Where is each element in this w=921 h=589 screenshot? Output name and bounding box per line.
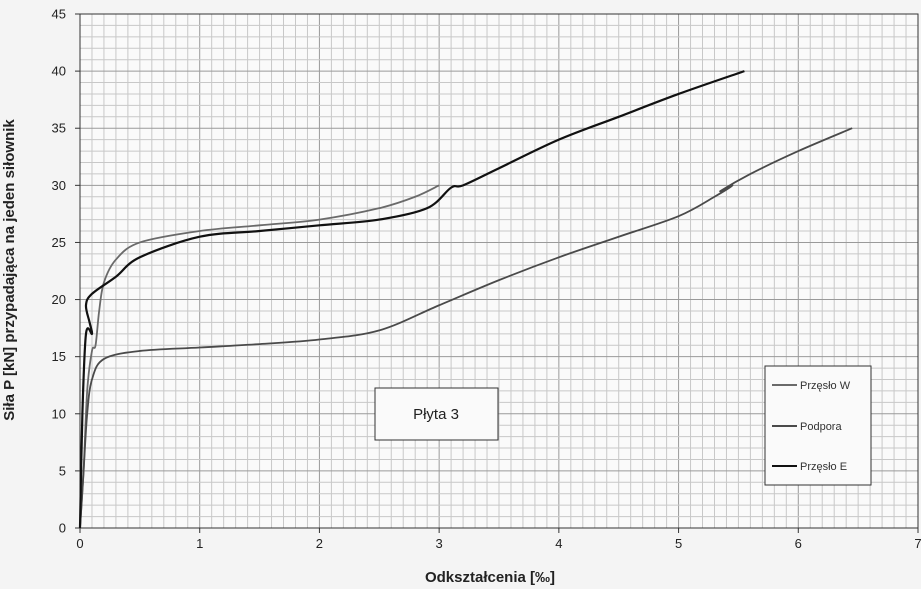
annotation-frame: [374, 387, 499, 441]
legend-label-przeslo-e: Przęsło E: [800, 461, 847, 473]
annotation-label: Płyta 3: [413, 406, 459, 423]
x-tick-label: 7: [914, 536, 921, 551]
series-line-podpora: [79, 127, 853, 529]
y-tick-label: 30: [52, 178, 66, 193]
series-line-prz-s-o-e: [78, 70, 745, 529]
x-tick-label: 4: [555, 536, 562, 551]
legend-label-podpora: Podpora: [800, 421, 842, 433]
y-axis-title: Siła P [kN] przypadająca na jeden siłown…: [1, 119, 18, 421]
legend-label-przeslo-w: Przęsło W: [800, 380, 851, 392]
x-tick-label: 3: [436, 536, 443, 551]
series: [78, 70, 853, 529]
y-tick-label: 25: [52, 235, 66, 250]
y-tick-label: 35: [52, 121, 66, 136]
x-tick-label: 5: [675, 536, 682, 551]
x-tick-label: 6: [795, 536, 802, 551]
plot-frame: [79, 13, 919, 529]
x-tick-label: 0: [76, 536, 83, 551]
y-tick-label: 0: [59, 521, 66, 536]
legend: Przęsło W Podpora Przęsło E: [764, 365, 872, 486]
x-axis-title: Odkształcenia [‰]: [425, 569, 555, 586]
y-tick-label: 15: [52, 349, 66, 364]
y-tick-label: 45: [52, 7, 66, 22]
y-tick-label: 20: [52, 292, 66, 307]
y-tick-label: 40: [52, 64, 66, 79]
x-tick-label: 2: [316, 536, 323, 551]
y-tick-label: 5: [59, 463, 66, 478]
grid: [79, 13, 919, 529]
series-line-prz-s-o-w: [79, 184, 440, 529]
y-tick-label: 10: [52, 406, 66, 421]
x-tick-label: 1: [196, 536, 203, 551]
annotation-box: Płyta 3: [374, 387, 499, 441]
